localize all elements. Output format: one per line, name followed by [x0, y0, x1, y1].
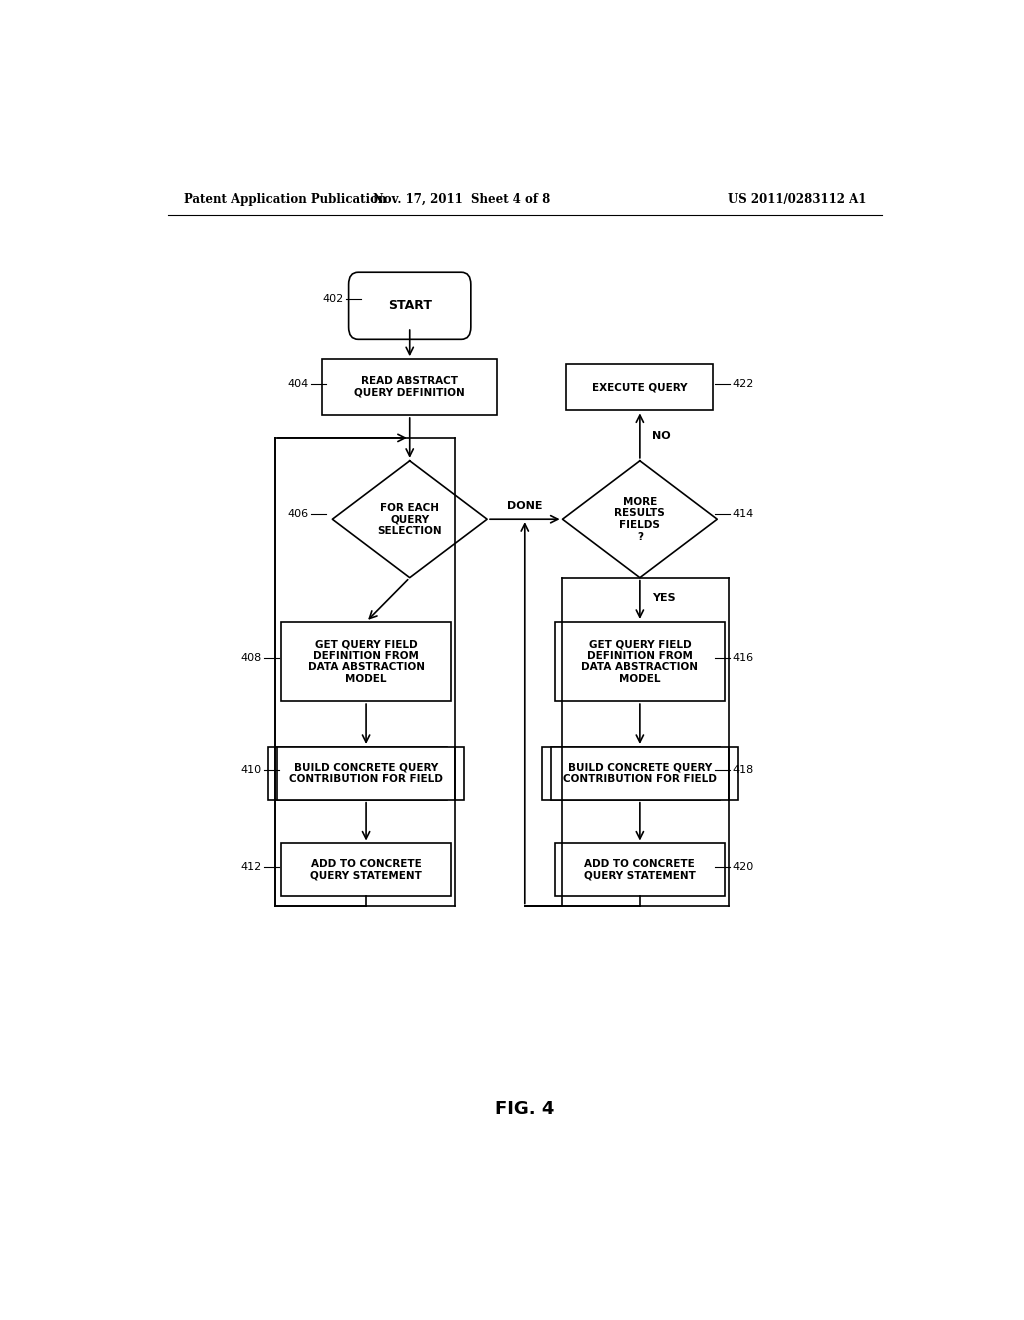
Text: FOR EACH
QUERY
SELECTION: FOR EACH QUERY SELECTION — [378, 503, 442, 536]
Text: 418: 418 — [733, 766, 754, 775]
Text: 416: 416 — [733, 653, 754, 664]
Text: START: START — [388, 300, 432, 313]
Text: Patent Application Publication: Patent Application Publication — [183, 193, 386, 206]
Text: NO: NO — [652, 430, 671, 441]
Bar — [323, 359, 497, 414]
FancyBboxPatch shape — [348, 272, 471, 339]
Text: 420: 420 — [733, 862, 754, 871]
Bar — [281, 843, 452, 896]
Text: US 2011/0283112 A1: US 2011/0283112 A1 — [728, 193, 866, 206]
Polygon shape — [562, 461, 717, 578]
Text: MORE
RESULTS
FIELDS
?: MORE RESULTS FIELDS ? — [614, 496, 666, 541]
Text: DONE: DONE — [507, 502, 543, 511]
Bar — [276, 747, 456, 800]
Text: FIG. 4: FIG. 4 — [496, 1100, 554, 1118]
Text: 408: 408 — [240, 653, 261, 664]
Text: 404: 404 — [288, 379, 309, 389]
Text: 412: 412 — [240, 862, 261, 871]
Bar — [456, 747, 464, 800]
Text: GET QUERY FIELD
DEFINITION FROM
DATA ABSTRACTION
MODEL: GET QUERY FIELD DEFINITION FROM DATA ABS… — [582, 639, 698, 684]
Text: GET QUERY FIELD
DEFINITION FROM
DATA ABSTRACTION
MODEL: GET QUERY FIELD DEFINITION FROM DATA ABS… — [307, 639, 425, 684]
Bar — [729, 747, 738, 800]
Text: EXECUTE QUERY: EXECUTE QUERY — [592, 381, 688, 392]
Bar — [555, 622, 725, 701]
Bar — [268, 747, 446, 800]
Text: 410: 410 — [241, 766, 261, 775]
Text: ADD TO CONCRETE
QUERY STATEMENT: ADD TO CONCRETE QUERY STATEMENT — [584, 859, 696, 880]
Bar — [542, 747, 721, 800]
Text: 414: 414 — [733, 510, 754, 519]
Bar — [551, 747, 729, 800]
Text: Nov. 17, 2011  Sheet 4 of 8: Nov. 17, 2011 Sheet 4 of 8 — [373, 193, 550, 206]
Text: BUILD CONCRETE QUERY
CONTRIBUTION FOR FIELD: BUILD CONCRETE QUERY CONTRIBUTION FOR FI… — [289, 763, 443, 784]
Bar — [566, 364, 714, 411]
Text: 406: 406 — [288, 510, 309, 519]
Bar — [281, 622, 452, 701]
Text: READ ABSTRACT
QUERY DEFINITION: READ ABSTRACT QUERY DEFINITION — [354, 376, 465, 397]
Polygon shape — [333, 461, 487, 578]
Bar — [555, 843, 725, 896]
Text: ADD TO CONCRETE
QUERY STATEMENT: ADD TO CONCRETE QUERY STATEMENT — [310, 859, 422, 880]
Text: BUILD CONCRETE QUERY
CONTRIBUTION FOR FIELD: BUILD CONCRETE QUERY CONTRIBUTION FOR FI… — [563, 763, 717, 784]
Text: 422: 422 — [733, 379, 754, 389]
Text: 402: 402 — [323, 293, 344, 304]
Text: YES: YES — [652, 593, 676, 603]
